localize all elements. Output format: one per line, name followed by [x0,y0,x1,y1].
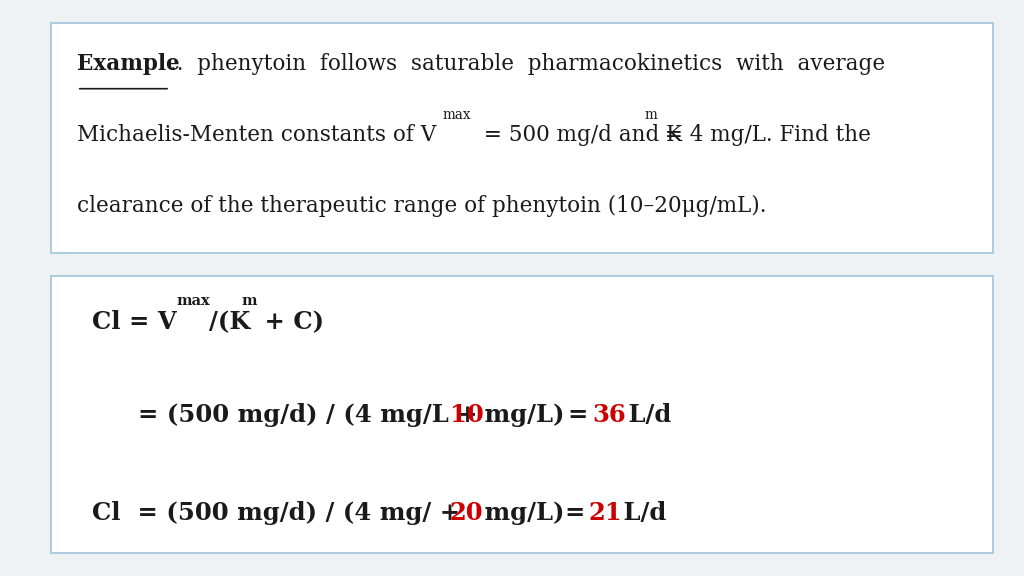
Text: clearance of the therapeutic range of phenytoin (10–20μg/mL).: clearance of the therapeutic range of ph… [77,195,766,217]
Text: =: = [568,403,597,427]
Text: = (500 mg/d) / (4 mg/L +: = (500 mg/d) / (4 mg/L + [138,403,486,427]
Text: 20: 20 [450,501,483,525]
Text: Michaelis-Menten constants of V: Michaelis-Menten constants of V [77,124,436,146]
Text: max: max [176,294,210,308]
Text: L/d: L/d [620,403,671,427]
Text: = 500 mg/d and K: = 500 mg/d and K [477,124,682,146]
Text: mg/L): mg/L) [476,501,564,525]
Text: /(K: /(K [209,310,250,334]
Text: + C): + C) [256,310,324,334]
Text: 10: 10 [450,403,483,427]
Text: 36: 36 [592,403,626,427]
Text: ..  phenytoin  follows  saturable  pharmacokinetics  with  average: .. phenytoin follows saturable pharmacok… [170,53,885,75]
Text: =: = [565,501,594,525]
Text: Example: Example [77,53,179,75]
Text: mg/L): mg/L) [476,403,564,427]
Text: = 4 mg/L. Find the: = 4 mg/L. Find the [658,124,871,146]
Text: m: m [644,108,657,122]
Text: m: m [242,294,257,308]
FancyBboxPatch shape [51,23,993,253]
Text: Cl  = (500 mg/d) / (4 mg/ +: Cl = (500 mg/d) / (4 mg/ + [92,501,469,525]
Text: max: max [442,108,471,122]
Text: 21: 21 [589,501,623,525]
Text: Cl = V: Cl = V [92,310,177,334]
Text: L/d: L/d [615,501,667,525]
FancyBboxPatch shape [51,276,993,553]
